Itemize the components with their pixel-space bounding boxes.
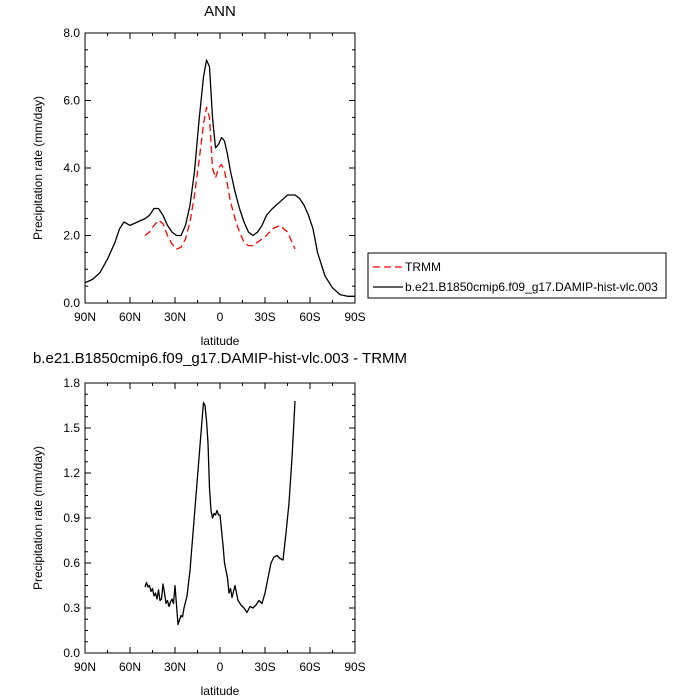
- x-tick-label: 90N: [74, 660, 96, 674]
- series-layer: [144, 400, 296, 626]
- series-line-trmm: [144, 106, 296, 250]
- x-axis: 90N 60N 30N 0 30S 60S 90S: [74, 383, 366, 674]
- legend-box: [367, 252, 667, 299]
- series-layer: [84, 59, 355, 297]
- x-tick-label: 60N: [119, 660, 141, 674]
- x-tick-label: 90N: [74, 310, 96, 324]
- series-line-b-e21-b1850cmip6-f09-g17-damip-hist-vlc-003: [84, 59, 355, 297]
- y-tick-label: 2.0: [63, 229, 80, 243]
- chart-panel-annual: ANN 0.02.04.06.08.0 90N 60N 30N 0 30S 60S 90S …: [31, 3, 366, 348]
- x-axis: 90N 60N 30N 0 30S 60S 90S: [74, 33, 366, 324]
- x-tick-label: 60S: [299, 660, 320, 674]
- legend-label-trmm: TRMM: [405, 260, 441, 274]
- x-tick-label: 30S: [254, 310, 275, 324]
- y-tick-label: 0.0: [63, 646, 80, 660]
- x-tick-label: 90S: [344, 660, 365, 674]
- x-tick-label: 0: [217, 660, 224, 674]
- y-tick-label: 0.6: [63, 556, 80, 570]
- y-tick-label: 1.8: [63, 376, 80, 390]
- x-tick-label: 30N: [164, 310, 186, 324]
- legend-label-model: b.e21.B1850cmip6.f09_g17.DAMIP-hist-vlc.…: [405, 280, 658, 294]
- y-tick-label: 1.5: [63, 421, 80, 435]
- x-tick-label: 30S: [254, 660, 275, 674]
- chart-legend: TRMM b.e21.B1850cmip6.f09_g17.DAMIP-hist…: [367, 252, 667, 299]
- y-axis-label: Precipitation rate (mm/day): [31, 446, 45, 590]
- series-line-b-e21-b1850cmip6-f09-g17-damip-hist-vlc-003-trmm: [144, 400, 296, 626]
- x-axis-label: latitude: [201, 334, 240, 348]
- x-tick-label: 60S: [299, 310, 320, 324]
- chart-title: b.e21.B1850cmip6.f09_g17.DAMIP-hist-vlc.…: [33, 350, 407, 367]
- x-tick-label: 0: [217, 310, 224, 324]
- y-tick-label: 6.0: [63, 94, 80, 108]
- y-tick-label: 0.0: [63, 296, 80, 310]
- x-tick-label: 60N: [119, 310, 141, 324]
- y-axis-label: Precipitation rate (mm/day): [31, 96, 45, 240]
- chart-panel-difference: b.e21.B1850cmip6.f09_g17.DAMIP-hist-vlc.…: [31, 350, 407, 698]
- y-axis: 0.0 0.3 0.6 0.9 1.2 1.5 1.8: [63, 376, 355, 660]
- y-tick-label: 1.2: [63, 466, 80, 480]
- plot-frame: [84, 32, 356, 304]
- x-axis-label: latitude: [201, 684, 240, 698]
- y-tick-label: 8.0: [63, 26, 80, 40]
- y-tick-label: 0.9: [63, 511, 80, 525]
- y-tick-label: 0.3: [63, 601, 80, 615]
- chart-title: ANN: [204, 3, 236, 20]
- x-tick-label: 90S: [344, 310, 365, 324]
- y-axis: 0.0 2.0 4.0 6.0 8.0: [63, 26, 355, 310]
- y-tick-label: 4.0: [63, 161, 80, 175]
- x-tick-label: 30N: [164, 660, 186, 674]
